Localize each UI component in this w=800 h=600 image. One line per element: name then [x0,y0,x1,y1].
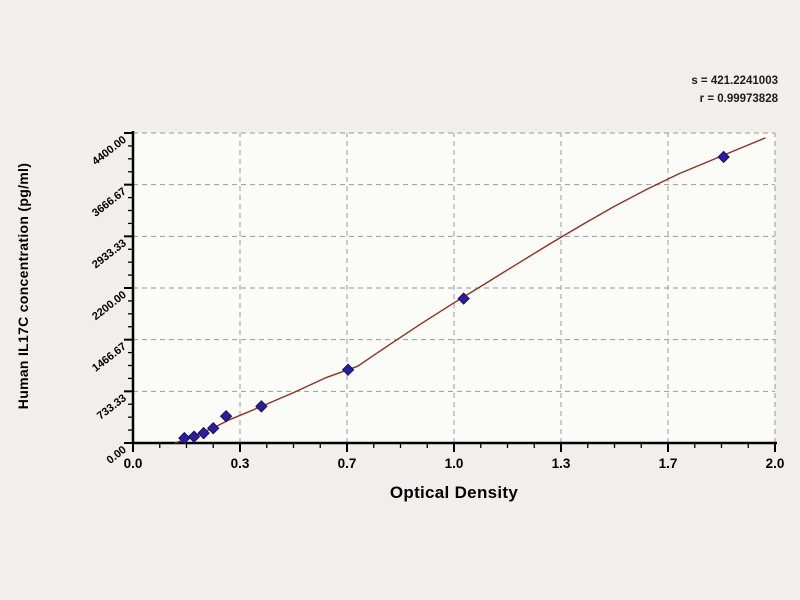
y-tick-label: 1466.67 [90,341,129,375]
y-tick-label: 733.33 [95,392,129,422]
y-tick-label: 4400.00 [90,134,129,168]
data-point-marker [178,431,191,445]
fit-annotation: s = 421.2241003 r = 0.99973828 [691,72,778,109]
data-point-marker [341,363,355,376]
data-point-marker [219,410,233,423]
data-point-marker [717,150,730,164]
x-tick-label: 0.0 [124,456,143,471]
x-tick-label: 0.3 [231,456,250,471]
x-tick-label: 1.7 [659,456,678,471]
y-tick-label: 2933.33 [90,237,129,271]
data-point-marker [187,430,201,443]
data-point-marker [197,426,210,440]
x-tick-label: 1.0 [445,456,464,471]
y-tick-label: 3666.67 [90,186,129,220]
x-tick-label: 1.3 [552,456,571,471]
standard-curve-line [174,137,766,444]
x-axis-title: Optical Density [389,483,519,502]
y-tick-label: 2200.00 [90,289,129,323]
x-tick-label: 0.7 [338,456,357,471]
data-point-marker [457,292,470,305]
x-tick-label: 2.0 [766,456,785,471]
fit-parameter-s: s = 421.2241003 [691,75,778,87]
data-point-marker [207,421,220,435]
data-point-marker [255,400,268,413]
fit-parameter-r: r = 0.99973828 [699,93,778,106]
